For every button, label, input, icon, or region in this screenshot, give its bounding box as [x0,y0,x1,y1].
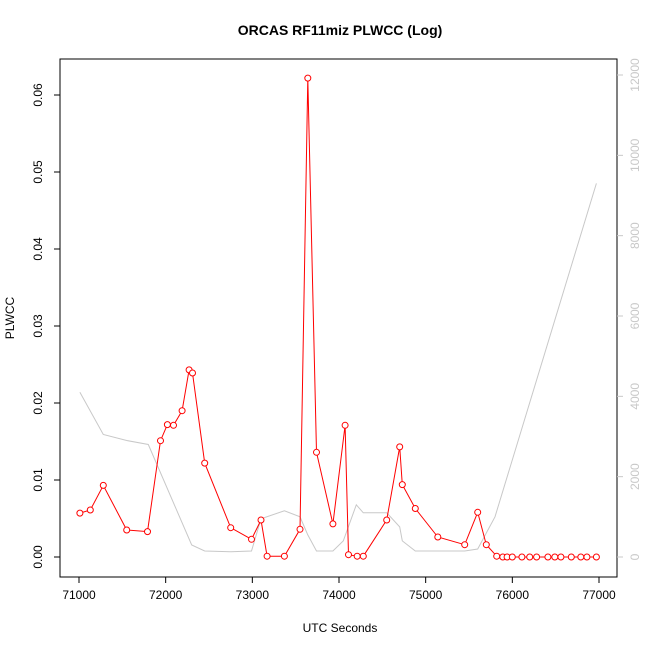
x-tick-label: 73000 [236,588,270,602]
y-axis-label: PLWCC [3,296,17,339]
data-point [313,448,320,456]
data-point [551,553,559,561]
data-point [544,553,552,561]
y2-tick-label: 2000 [628,463,642,490]
data-point [123,526,131,534]
y2-tick-label: 0 [628,553,642,560]
data-point [526,553,534,561]
series-layer [76,74,600,561]
data-point [557,553,565,561]
axes-layer: 71000 72000 73000 74000 75000 76000 77000 0.00 0… [31,58,642,602]
data-point [411,505,419,512]
data-point [248,535,255,543]
y2-tick-label: 8000 [628,222,642,249]
data-point [567,553,575,561]
data-point [396,443,404,451]
x-tick-label: 74000 [322,588,356,602]
data-point [99,481,107,489]
y2-tick-label: 12000 [628,58,642,92]
data-point [257,516,265,524]
data-point [86,506,94,514]
data-point [493,552,501,560]
y-tick-label: 0.00 [31,545,45,569]
x-tick-label: 71000 [62,588,96,602]
data-point [533,553,541,561]
data-point [201,459,209,467]
data-point [341,421,349,429]
data-point [170,421,177,429]
data-point [583,553,591,561]
y-tick-label: 0.06 [31,83,45,107]
data-point [227,524,235,532]
y2-tick-label: 4000 [628,383,642,410]
data-point [353,552,361,560]
data-point [263,552,271,560]
y2-tick-label: 10000 [628,138,642,172]
data-point [76,509,84,517]
data-point [398,481,406,489]
data-point [474,508,482,516]
y-tick-label: 0.05 [31,160,45,184]
y-tick-label: 0.04 [31,237,45,261]
data-point [304,74,312,82]
y-tick-label: 0.02 [31,391,45,415]
data-point [461,541,469,549]
y2-tick-label: 6000 [628,302,642,329]
data-point [482,541,490,549]
y-tick-label: 0.01 [31,468,45,492]
data-point [296,525,304,533]
x-tick-label: 75000 [409,588,443,602]
x-tick-label: 72000 [149,588,183,602]
data-point [434,533,442,541]
y-tick-label: 0.03 [31,314,45,338]
data-point [163,421,171,429]
altitude-series-line [79,183,597,553]
data-point [189,369,196,377]
data-point [383,516,391,524]
data-point [592,553,600,561]
data-point [144,528,151,536]
data-point [345,551,352,559]
data-point [508,553,516,561]
x-tick-label: 76000 [496,588,530,602]
data-point [157,437,164,445]
data-point [359,552,367,560]
data-point [329,520,337,528]
plot-frame [59,58,618,578]
data-point [518,553,526,561]
data-point [577,553,585,561]
x-tick-label: 77000 [582,588,616,602]
chart-title: ORCAS RF11miz PLWCC (Log) [238,22,443,38]
plwcc-series-line [79,78,597,558]
x-axis-label: UTC Seconds [303,621,378,635]
data-point [280,552,288,560]
data-point [178,407,186,415]
